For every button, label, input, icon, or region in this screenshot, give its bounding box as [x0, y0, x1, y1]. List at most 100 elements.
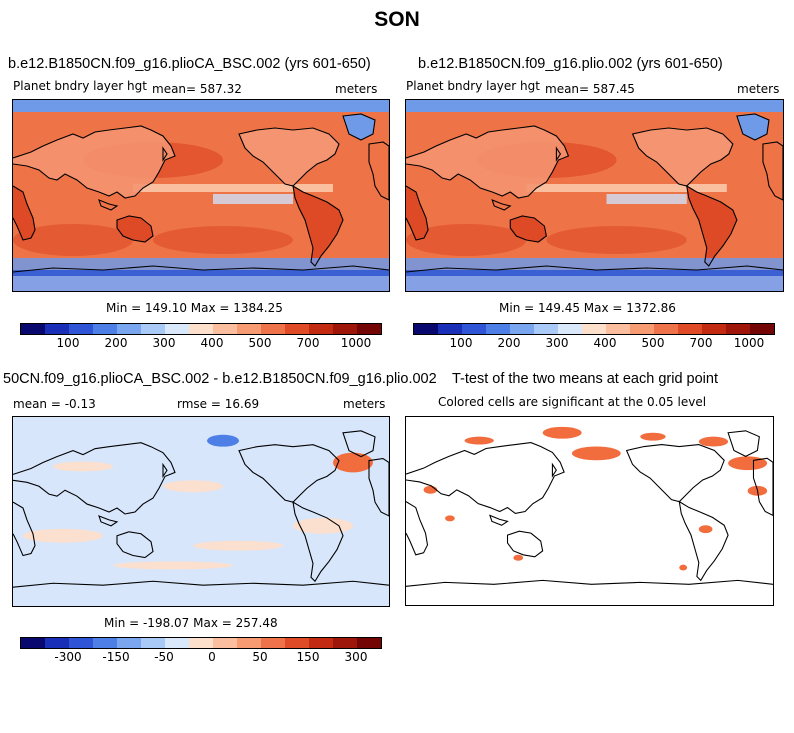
coastline [406, 265, 783, 273]
antarctic-ice [13, 276, 389, 291]
colorbar-tick-label: 200 [104, 336, 128, 350]
colorbar-cell [309, 324, 333, 334]
colorbar-cell [45, 638, 69, 648]
coastline [625, 444, 725, 503]
panel-plio-units: meters [737, 82, 780, 96]
significant-cells [464, 436, 494, 445]
colorbar-cell [21, 324, 45, 334]
panel-plio-minmax: Min = 149.45 Max = 1372.86 [499, 301, 676, 315]
panel-diff-mean: mean = -0.13 [13, 397, 96, 411]
colorbar-cell [414, 324, 438, 334]
colorbar-cell [93, 638, 117, 648]
coastline [98, 199, 119, 211]
equatorial-band [133, 184, 333, 192]
map-plioca-canvas [13, 100, 389, 291]
significant-cells [728, 456, 768, 471]
colorbar-cell [582, 324, 606, 334]
arctic-band [406, 100, 783, 112]
coastline [13, 185, 36, 241]
colorbar-cell [45, 324, 69, 334]
panel-plioca-variable: Planet bndry layer hgt [13, 79, 147, 93]
colorbar-cell [333, 324, 357, 334]
colorbar-cell [165, 638, 189, 648]
colorbar-tick-label: -150 [102, 650, 130, 664]
map-ttest-canvas [406, 417, 773, 605]
coastline [13, 442, 176, 515]
panel-plioca-mean: mean= 587.32 [152, 82, 242, 96]
diff-background [13, 417, 389, 606]
colorbar-cell [486, 324, 510, 334]
panel-plio-mean: mean= 587.45 [545, 82, 635, 96]
colorbar-cell [189, 324, 213, 334]
coastline [509, 215, 547, 243]
coastline [686, 184, 738, 267]
map-plio-canvas [406, 100, 783, 291]
panel-diff-units: meters [343, 397, 386, 411]
coastline [13, 125, 176, 199]
land-eurasia [406, 126, 569, 198]
colorbar-tick-label: 500 [248, 336, 272, 350]
colorbar-cell [309, 638, 333, 648]
panel-plioca-minmax: Min = 149.10 Max = 1384.25 [106, 301, 283, 315]
coastline [238, 127, 340, 187]
colorbar-tick-label: 400 [593, 336, 617, 350]
colorbar-cell [726, 324, 750, 334]
southern-ocean-band [406, 258, 783, 270]
coastline [13, 265, 389, 273]
colorbar-cell [237, 324, 261, 334]
coastline [406, 185, 429, 241]
map-ttest [405, 416, 774, 606]
colorbar-difference [20, 637, 382, 649]
colorbar-cell [285, 638, 309, 648]
colorbar-tick-label: 500 [641, 336, 665, 350]
colorbar-tick-label: 100 [56, 336, 80, 350]
significant-cells [679, 564, 688, 571]
coastline [368, 141, 389, 201]
colorbar-cell [357, 638, 381, 648]
colorbar-cell [261, 638, 285, 648]
significant-cells [423, 485, 438, 494]
coastline [342, 113, 376, 141]
coastline [491, 199, 512, 211]
colorbar-tick-label: 0 [208, 650, 216, 664]
colorbar-tick-label: 400 [200, 336, 224, 350]
diff-positive-area [163, 480, 223, 493]
colorbar-cell [117, 324, 141, 334]
colorbar-plioca [20, 323, 382, 335]
diff-coldspot [207, 434, 239, 447]
land-greenland [736, 114, 769, 140]
coastline [406, 125, 570, 199]
panel-plioca-units: meters [335, 82, 378, 96]
colorbar-tick-label: 50 [252, 650, 268, 664]
coastline [406, 442, 565, 515]
south-indian-high [406, 224, 527, 256]
colorbar-cell [189, 638, 213, 648]
colorbar-cell [534, 324, 558, 334]
southern-ocean-band [13, 258, 389, 270]
land-australia [117, 216, 153, 242]
coastline [342, 430, 376, 458]
colorbar-tick-label: 200 [497, 336, 521, 350]
significant-cells [698, 436, 729, 447]
land-south-america [686, 186, 737, 266]
colorbar-cell [750, 324, 774, 334]
colorbar-cell [261, 324, 285, 334]
coastline [752, 457, 773, 517]
antarctic-ice [406, 276, 783, 291]
land-north-america [239, 128, 339, 186]
map-plio [405, 99, 784, 292]
diff-positive-area [193, 540, 283, 551]
coastline [98, 515, 119, 527]
colorbar-cell [141, 324, 165, 334]
panel-diff-rmse: rmse = 16.69 [177, 397, 260, 411]
land-africa [13, 186, 35, 240]
coastline [238, 444, 340, 503]
panel-ttest-title: T-test of the two means at each grid poi… [452, 371, 718, 387]
colorbar-cell [606, 324, 630, 334]
significant-cells [698, 525, 713, 534]
panel-diff-minmax: Min = -198.07 Max = 257.48 [104, 616, 278, 630]
map-difference [12, 416, 390, 607]
coastline [762, 141, 783, 201]
colorbar-tick-label: 300 [344, 650, 368, 664]
diff-positive-area [113, 561, 233, 570]
